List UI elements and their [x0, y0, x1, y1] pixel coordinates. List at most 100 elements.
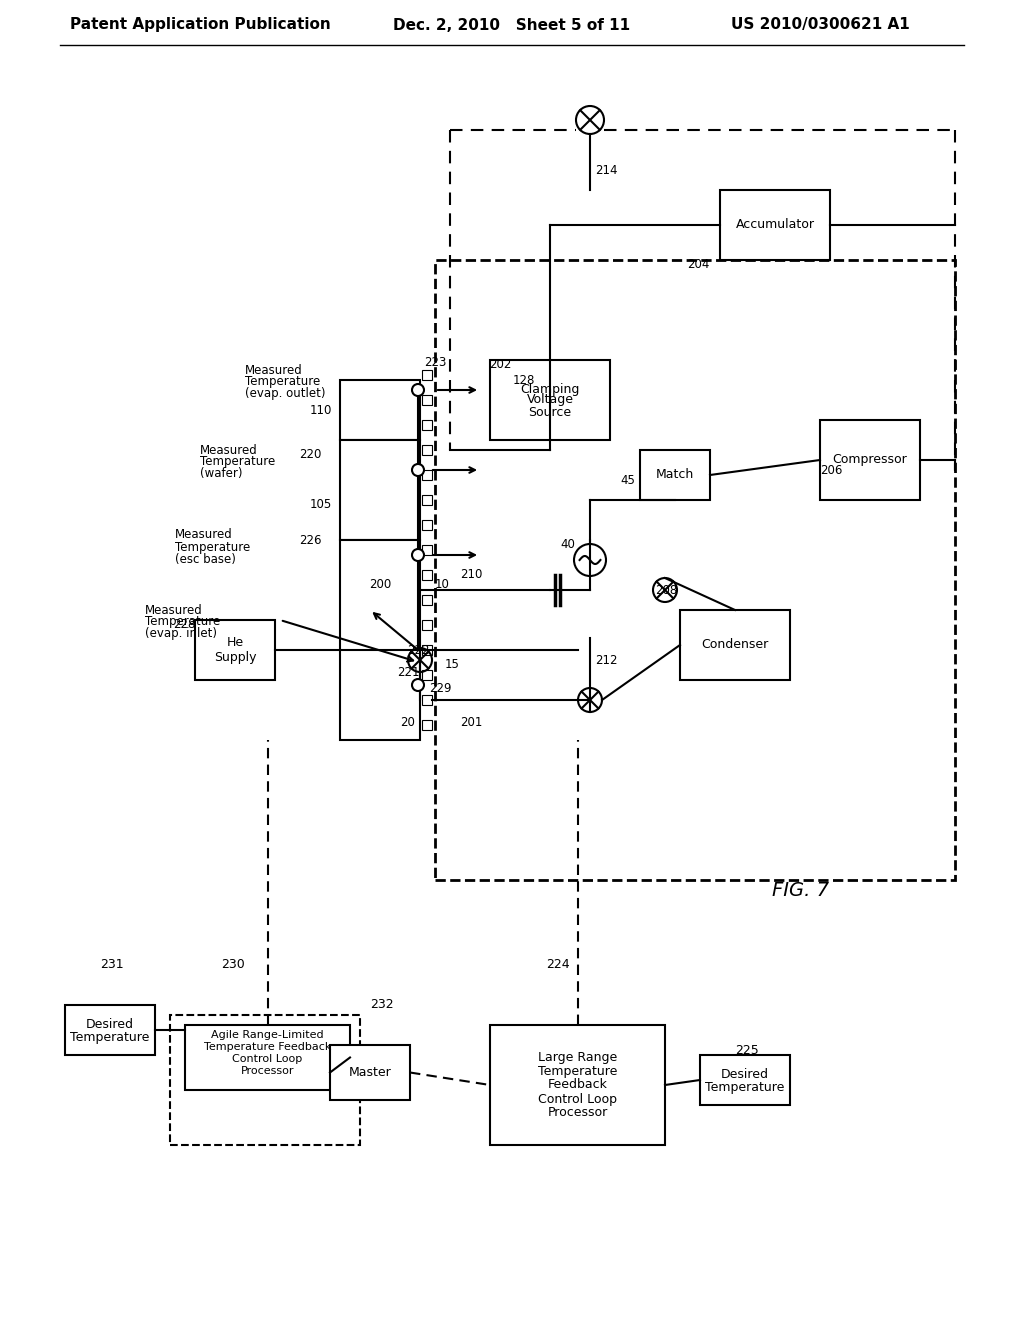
Text: 228: 228	[173, 619, 195, 631]
Bar	[422, 671, 432, 680]
Text: Supply: Supply	[214, 652, 256, 664]
Text: 128: 128	[513, 374, 536, 387]
Text: Temperature: Temperature	[175, 540, 250, 553]
Text: 20: 20	[400, 715, 415, 729]
Text: (esc base): (esc base)	[175, 553, 236, 565]
Text: Desired: Desired	[86, 1018, 134, 1031]
Text: Clamping: Clamping	[520, 384, 580, 396]
Text: 222: 222	[407, 644, 429, 656]
Bar	[422, 595, 432, 605]
Bar	[170, 1015, 360, 1144]
Text: Desired: Desired	[721, 1068, 769, 1081]
Text: 208: 208	[655, 583, 677, 597]
Circle shape	[412, 384, 424, 396]
Bar	[340, 440, 420, 540]
Text: Temperature: Temperature	[245, 375, 321, 388]
Bar	[422, 370, 432, 380]
Text: US 2010/0300621 A1: US 2010/0300621 A1	[731, 17, 909, 33]
Text: 221: 221	[397, 665, 420, 678]
Text: 10: 10	[435, 578, 450, 591]
Text: Patent Application Publication: Patent Application Publication	[70, 17, 331, 33]
Text: 220: 220	[299, 449, 322, 462]
Text: Voltage: Voltage	[526, 393, 573, 407]
Text: He: He	[226, 635, 244, 648]
Bar	[340, 540, 420, 741]
Text: Dec. 2, 2010   Sheet 5 of 11: Dec. 2, 2010 Sheet 5 of 11	[393, 17, 631, 33]
Bar	[700, 1055, 790, 1105]
Text: Temperature Feedback: Temperature Feedback	[204, 1043, 331, 1052]
Text: Temperature: Temperature	[538, 1064, 617, 1077]
Bar	[490, 360, 610, 440]
Text: (wafer): (wafer)	[200, 467, 243, 480]
Bar	[422, 545, 432, 554]
Text: 200: 200	[369, 578, 391, 591]
Text: 230: 230	[221, 958, 245, 972]
Text: (evap. outlet): (evap. outlet)	[245, 388, 326, 400]
Bar	[65, 1005, 155, 1055]
Text: Agile Range-Limited: Agile Range-Limited	[211, 1031, 324, 1040]
Text: 229: 229	[429, 681, 452, 694]
Text: Measured: Measured	[175, 528, 232, 541]
Bar	[680, 610, 790, 680]
Text: Temperature: Temperature	[71, 1031, 150, 1044]
Text: 231: 231	[100, 958, 124, 972]
Text: Measured: Measured	[145, 603, 203, 616]
Bar	[640, 450, 710, 500]
Text: 40: 40	[560, 539, 575, 552]
Bar	[422, 645, 432, 655]
Text: Temperature: Temperature	[200, 455, 275, 469]
Text: 110: 110	[309, 404, 332, 417]
Bar	[422, 520, 432, 531]
Text: 201: 201	[460, 715, 482, 729]
Text: 206: 206	[820, 463, 843, 477]
Bar	[422, 696, 432, 705]
Text: 210: 210	[460, 569, 482, 582]
Bar	[422, 420, 432, 430]
Text: Control Loop: Control Loop	[232, 1055, 303, 1064]
Text: 45: 45	[620, 474, 635, 487]
Text: Processor: Processor	[241, 1067, 294, 1077]
Text: Processor: Processor	[548, 1106, 607, 1119]
Text: Compressor: Compressor	[833, 454, 907, 466]
Bar	[422, 570, 432, 579]
Text: Control Loop: Control Loop	[538, 1093, 617, 1106]
Text: (evap. inlet): (evap. inlet)	[145, 627, 217, 640]
Text: Measured: Measured	[200, 444, 258, 457]
Text: 105: 105	[309, 499, 332, 511]
Text: 212: 212	[595, 653, 617, 667]
Text: 223: 223	[424, 355, 446, 368]
Text: 202: 202	[488, 359, 511, 371]
Bar	[340, 380, 420, 440]
Text: Temperature: Temperature	[145, 615, 220, 628]
Text: 225: 225	[735, 1044, 759, 1056]
Text: FIG. 7: FIG. 7	[771, 880, 828, 899]
Text: Temperature: Temperature	[706, 1081, 784, 1094]
Text: Accumulator: Accumulator	[735, 219, 814, 231]
Text: Measured: Measured	[245, 363, 303, 376]
Text: Master: Master	[348, 1067, 391, 1078]
Text: Condenser: Condenser	[701, 639, 769, 652]
Bar	[422, 395, 432, 405]
Bar	[185, 1026, 350, 1090]
Bar	[422, 470, 432, 480]
Text: Large Range: Large Range	[538, 1051, 617, 1064]
Bar	[330, 1045, 410, 1100]
Bar	[490, 1026, 665, 1144]
Bar	[422, 495, 432, 506]
Bar	[435, 260, 955, 880]
Text: 15: 15	[445, 659, 460, 672]
Bar	[195, 620, 275, 680]
Text: 232: 232	[370, 998, 393, 1011]
Text: 214: 214	[595, 164, 617, 177]
Bar	[720, 190, 830, 260]
Text: 204: 204	[688, 259, 710, 272]
Circle shape	[412, 678, 424, 690]
Circle shape	[412, 465, 424, 477]
Text: Source: Source	[528, 405, 571, 418]
Bar	[820, 420, 920, 500]
Text: Match: Match	[656, 469, 694, 482]
Text: 224: 224	[547, 958, 570, 972]
Bar	[422, 445, 432, 455]
Bar	[422, 719, 432, 730]
Bar	[422, 620, 432, 630]
